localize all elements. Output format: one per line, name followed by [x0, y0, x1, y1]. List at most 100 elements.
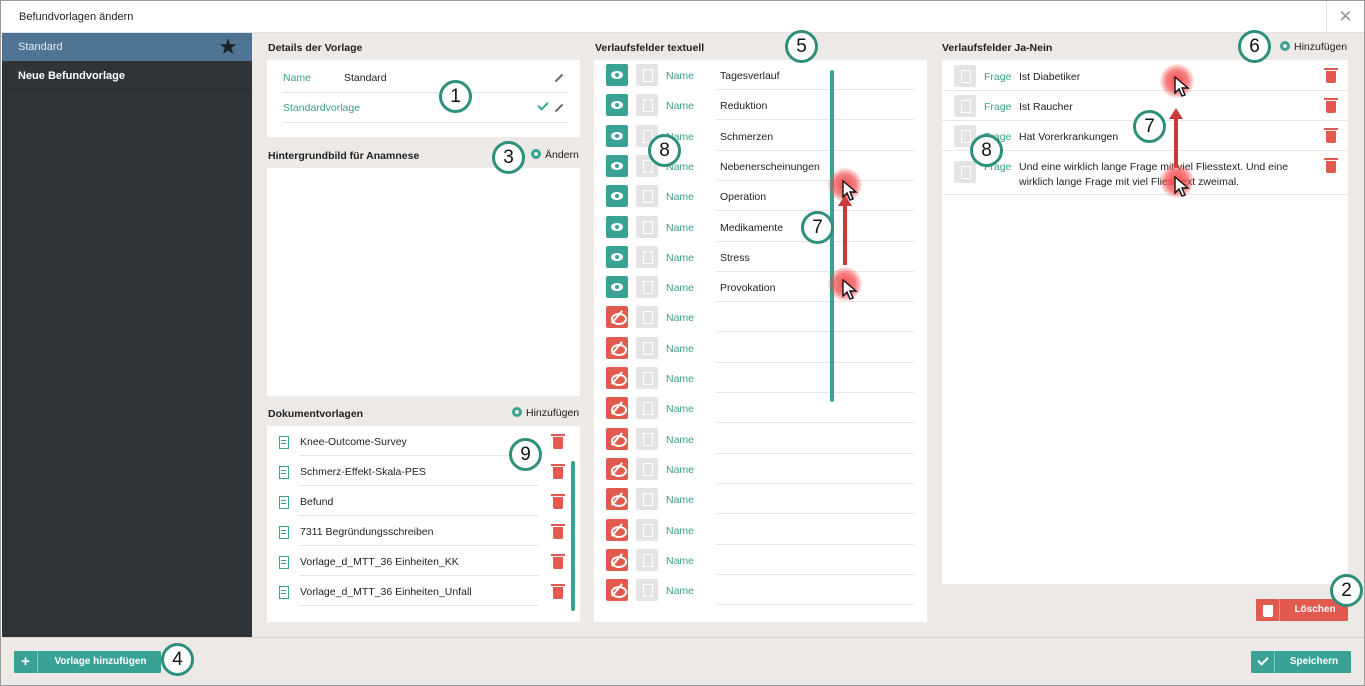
- table-row[interactable]: Name: [594, 363, 914, 393]
- trash-icon[interactable]: [1324, 68, 1338, 83]
- table-row[interactable]: Name Stress: [594, 242, 914, 272]
- eye-icon[interactable]: [606, 246, 628, 268]
- eye-off-icon[interactable]: [606, 397, 628, 419]
- copy-icon[interactable]: [636, 488, 658, 510]
- copy-icon[interactable]: [636, 276, 658, 298]
- eye-icon[interactable]: [606, 94, 628, 116]
- star-icon[interactable]: ★: [218, 34, 238, 59]
- eye-off-icon[interactable]: [606, 428, 628, 450]
- trash-icon[interactable]: [551, 554, 565, 569]
- trash-icon[interactable]: [551, 434, 565, 449]
- sidebar-item-standard[interactable]: Standard ★: [2, 33, 252, 61]
- eye-off-icon[interactable]: [606, 458, 628, 480]
- field-name-value[interactable]: Nebenerscheinungen: [720, 161, 820, 173]
- table-row[interactable]: Name: [594, 545, 914, 575]
- copy-icon[interactable]: [636, 216, 658, 238]
- eye-icon[interactable]: [606, 216, 628, 238]
- edit-default-icon[interactable]: [554, 103, 564, 113]
- trash-icon[interactable]: [551, 494, 565, 509]
- field-name-value[interactable]: Reduktion: [720, 100, 768, 112]
- eye-off-icon[interactable]: [606, 306, 628, 328]
- eye-off-icon[interactable]: [606, 579, 628, 601]
- eye-off-icon[interactable]: [606, 519, 628, 541]
- table-row[interactable]: Frage Hat Vorerkrankungen: [942, 120, 1348, 150]
- eye-off-icon[interactable]: [606, 337, 628, 359]
- copy-icon[interactable]: [636, 579, 658, 601]
- eye-icon[interactable]: [606, 276, 628, 298]
- copy-icon[interactable]: [636, 64, 658, 86]
- list-item[interactable]: Vorlage_d_MTT_36 Einheiten_Unfall: [267, 576, 567, 606]
- sidebar-item-new-template[interactable]: Neue Befundvorlage: [2, 62, 252, 90]
- copy-icon[interactable]: [636, 549, 658, 571]
- eye-off-icon[interactable]: [606, 367, 628, 389]
- list-item[interactable]: Knee-Outcome-Survey: [267, 426, 567, 456]
- eye-icon[interactable]: [606, 185, 628, 207]
- table-row[interactable]: Name: [594, 333, 914, 363]
- list-item[interactable]: 7311 Begründungsschreiben: [267, 516, 567, 546]
- table-row[interactable]: Frage Und eine wirklich lange Frage mit …: [942, 150, 1348, 194]
- copy-icon[interactable]: [954, 161, 976, 183]
- eye-off-icon[interactable]: [606, 488, 628, 510]
- copy-icon[interactable]: [636, 94, 658, 116]
- table-row[interactable]: Name: [594, 424, 914, 454]
- list-item[interactable]: Befund: [267, 486, 567, 516]
- field-name-value[interactable]: Operation: [720, 191, 767, 203]
- list-item[interactable]: Vorlage_d_MTT_36 Einheiten_KK: [267, 546, 567, 576]
- table-row[interactable]: Name Nebenerscheinungen: [594, 151, 914, 181]
- trash-icon[interactable]: [1324, 158, 1338, 173]
- table-row[interactable]: Name Operation: [594, 181, 914, 211]
- trash-icon[interactable]: [551, 584, 565, 599]
- copy-icon[interactable]: [636, 185, 658, 207]
- checkmark-icon[interactable]: [537, 99, 549, 111]
- table-row[interactable]: Name: [594, 393, 914, 423]
- table-row[interactable]: Name Medikamente: [594, 212, 914, 242]
- trash-icon[interactable]: [1324, 98, 1338, 113]
- save-button[interactable]: Speichern: [1251, 651, 1351, 673]
- eye-icon[interactable]: [606, 64, 628, 86]
- copy-icon[interactable]: [636, 458, 658, 480]
- table-row[interactable]: Name: [594, 484, 914, 514]
- table-row[interactable]: Frage Ist Diabetiker: [942, 60, 1348, 90]
- add-template-button[interactable]: + Vorlage hinzufügen: [14, 651, 161, 673]
- eye-icon[interactable]: [606, 155, 628, 177]
- table-row[interactable]: Name Provokation: [594, 272, 914, 302]
- table-row[interactable]: Name: [594, 515, 914, 545]
- copy-icon[interactable]: [954, 95, 976, 117]
- delete-button[interactable]: Löschen: [1256, 599, 1348, 621]
- background-image-area[interactable]: [267, 168, 580, 396]
- copy-icon[interactable]: [954, 125, 976, 147]
- table-row[interactable]: Name: [594, 302, 914, 332]
- copy-icon[interactable]: [636, 337, 658, 359]
- add-document-button[interactable]: Hinzufügen: [512, 407, 579, 419]
- list-item[interactable]: Schmerz-Effekt-Skala-PES: [267, 456, 567, 486]
- copy-icon[interactable]: [636, 367, 658, 389]
- copy-icon[interactable]: [954, 65, 976, 87]
- table-row[interactable]: Name: [594, 575, 914, 605]
- field-name-value[interactable]: Medikamente: [720, 222, 784, 234]
- copy-icon[interactable]: [636, 519, 658, 541]
- table-row[interactable]: Frage Ist Raucher: [942, 90, 1348, 120]
- field-name-value[interactable]: Schmerzen: [720, 131, 774, 143]
- field-name-value[interactable]: Tagesverlauf: [720, 70, 780, 82]
- edit-name-icon[interactable]: [554, 73, 564, 83]
- trash-icon[interactable]: [1324, 128, 1338, 143]
- eye-icon[interactable]: [606, 125, 628, 147]
- add-yes-no-button[interactable]: Hinzufügen: [1280, 41, 1347, 53]
- field-name-value[interactable]: Stress: [720, 252, 750, 264]
- documents-scrollbar[interactable]: [571, 461, 575, 611]
- copy-icon[interactable]: [636, 246, 658, 268]
- table-row[interactable]: Name Schmerzen: [594, 121, 914, 151]
- change-background-button[interactable]: Ändern: [531, 149, 579, 161]
- copy-icon[interactable]: [636, 306, 658, 328]
- trash-icon[interactable]: [551, 524, 565, 539]
- eye-off-icon[interactable]: [606, 549, 628, 571]
- table-row[interactable]: Name Tagesverlauf: [594, 60, 914, 90]
- copy-icon[interactable]: [636, 428, 658, 450]
- trash-icon[interactable]: [551, 464, 565, 479]
- table-row[interactable]: Name: [594, 454, 914, 484]
- field-name-value[interactable]: Provokation: [720, 282, 776, 294]
- table-row[interactable]: Name Reduktion: [594, 90, 914, 120]
- text-fields-scrollbar[interactable]: [830, 70, 834, 402]
- copy-icon[interactable]: [636, 397, 658, 419]
- close-icon[interactable]: ✕: [1326, 1, 1364, 33]
